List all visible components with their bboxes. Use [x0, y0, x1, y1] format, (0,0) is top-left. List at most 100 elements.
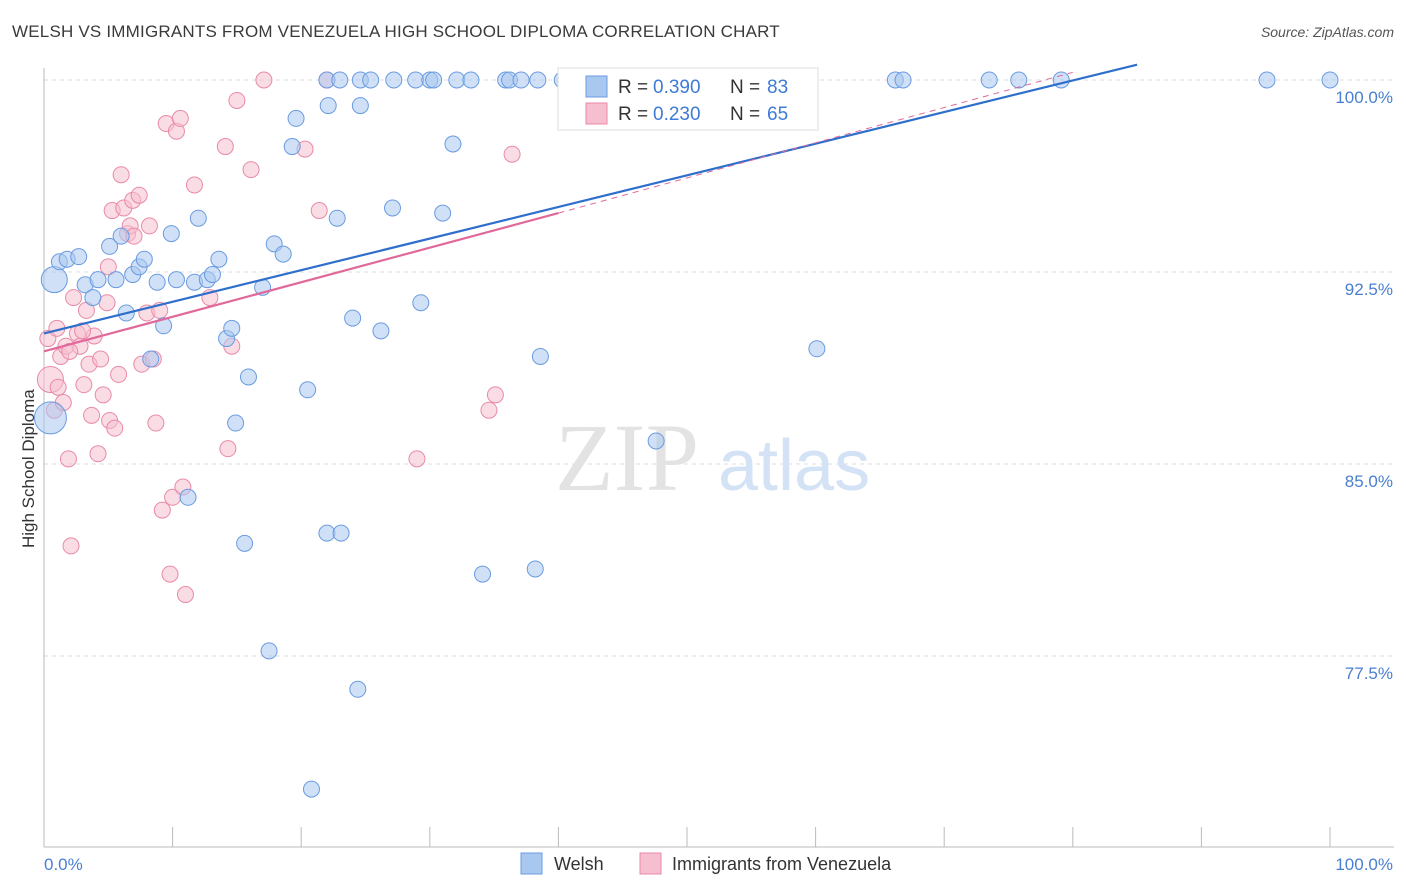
watermark-atlas: atlas	[718, 426, 870, 506]
tick-labels: 77.5% 85.0% 92.5% 100.0% 0.0% 100.0%	[44, 88, 1393, 874]
welsh-point	[1258, 71, 1276, 89]
welsh-point	[84, 289, 102, 307]
venezuela-point	[161, 565, 179, 583]
welsh-point	[894, 71, 912, 89]
welsh-point	[462, 71, 480, 89]
legend-swatch-venezuela	[585, 102, 608, 125]
venezuela-point	[310, 202, 328, 220]
welsh-point	[33, 401, 67, 435]
legend-ven-r-value: 0.230	[653, 104, 701, 125]
venezuela-point	[59, 450, 77, 468]
venezuela-point	[106, 419, 124, 437]
venezuela-point	[185, 176, 203, 194]
welsh-point	[328, 209, 346, 227]
welsh-point	[40, 266, 68, 294]
welsh-point	[302, 780, 320, 798]
welsh-point	[1010, 71, 1028, 89]
x-tick-label-min: 0.0%	[44, 855, 83, 874]
welsh-point	[210, 250, 228, 268]
welsh-point	[526, 560, 544, 578]
welsh-point	[448, 71, 466, 89]
welsh-point	[344, 309, 362, 327]
welsh-point	[227, 414, 245, 432]
welsh-point	[239, 368, 257, 386]
welsh-point	[474, 565, 492, 583]
welsh-point	[260, 642, 278, 660]
venezuela-point	[92, 350, 110, 368]
watermark-zip: ZIP	[555, 404, 699, 511]
venezuela-point	[99, 258, 117, 276]
venezuela-point	[98, 294, 116, 312]
welsh-trend-line	[43, 63, 1138, 335]
venezuela-points	[36, 71, 521, 604]
welsh-point	[512, 71, 530, 89]
welsh-point	[434, 204, 452, 222]
venezuela-point	[147, 414, 165, 432]
welsh-point	[287, 109, 305, 127]
venezuela-point	[480, 401, 498, 419]
venezuela-point	[94, 386, 112, 404]
venezuela-point	[62, 537, 80, 555]
welsh-points	[33, 71, 1339, 798]
welsh-point	[223, 319, 241, 337]
bottom-legend-venezuela: Immigrants from Venezuela	[672, 854, 892, 874]
venezuela-point	[49, 378, 67, 396]
venezuela-point	[75, 376, 93, 394]
welsh-point	[407, 71, 425, 89]
y-axis-title: High School Diploma	[19, 389, 38, 548]
welsh-point	[412, 294, 430, 312]
venezuela-trend-line	[43, 212, 559, 353]
welsh-point	[331, 71, 349, 89]
welsh-point	[236, 534, 254, 552]
welsh-point	[203, 266, 221, 284]
legend-swatch-welsh	[585, 75, 608, 98]
welsh-point	[351, 97, 369, 115]
trend-lines	[43, 63, 1138, 353]
welsh-point	[107, 271, 125, 289]
welsh-point	[148, 273, 166, 291]
venezuela-trend-extension	[558, 71, 1073, 214]
venezuela-point	[112, 166, 130, 184]
welsh-point	[808, 340, 826, 358]
x-tick-label-max: 100.0%	[1335, 855, 1393, 874]
welsh-point	[349, 680, 367, 698]
y-tick-label: 92.5%	[1345, 280, 1393, 299]
welsh-point	[89, 271, 107, 289]
venezuela-point	[228, 91, 246, 109]
y-tick-label: 85.0%	[1345, 472, 1393, 491]
venezuela-point	[89, 445, 107, 463]
welsh-point	[274, 245, 292, 263]
venezuela-point	[408, 450, 426, 468]
legend-ven-r-label: R =	[618, 104, 648, 125]
welsh-point	[167, 271, 185, 289]
venezuela-point	[130, 186, 148, 204]
welsh-point	[385, 71, 403, 89]
bottom-legend-swatch-venezuela	[639, 852, 662, 875]
source-label: Source: ZipAtlas.com	[1260, 24, 1394, 40]
venezuela-point	[65, 289, 83, 307]
welsh-point	[179, 488, 197, 506]
welsh-point	[362, 71, 380, 89]
venezuela-point	[219, 440, 237, 458]
welsh-point	[980, 71, 998, 89]
bottom-legend-welsh: Welsh	[554, 854, 604, 874]
venezuela-point	[216, 138, 234, 156]
y-tick-label: 77.5%	[1345, 664, 1393, 683]
venezuela-point	[503, 145, 521, 163]
legend-welsh-n-value: 83	[767, 77, 788, 98]
welsh-point	[142, 350, 160, 368]
venezuela-point	[83, 406, 101, 424]
axes	[43, 68, 1394, 848]
welsh-point	[531, 347, 549, 365]
venezuela-point	[242, 161, 260, 179]
bottom-legend: Welsh Immigrants from Venezuela	[520, 852, 892, 875]
venezuela-point	[110, 365, 128, 383]
venezuela-point	[255, 71, 273, 89]
welsh-point	[425, 71, 443, 89]
welsh-point	[319, 97, 337, 115]
welsh-point	[372, 322, 390, 340]
y-tick-label: 100.0%	[1335, 88, 1393, 107]
legend-welsh-r-label: R =	[618, 77, 648, 98]
welsh-point	[155, 317, 173, 335]
